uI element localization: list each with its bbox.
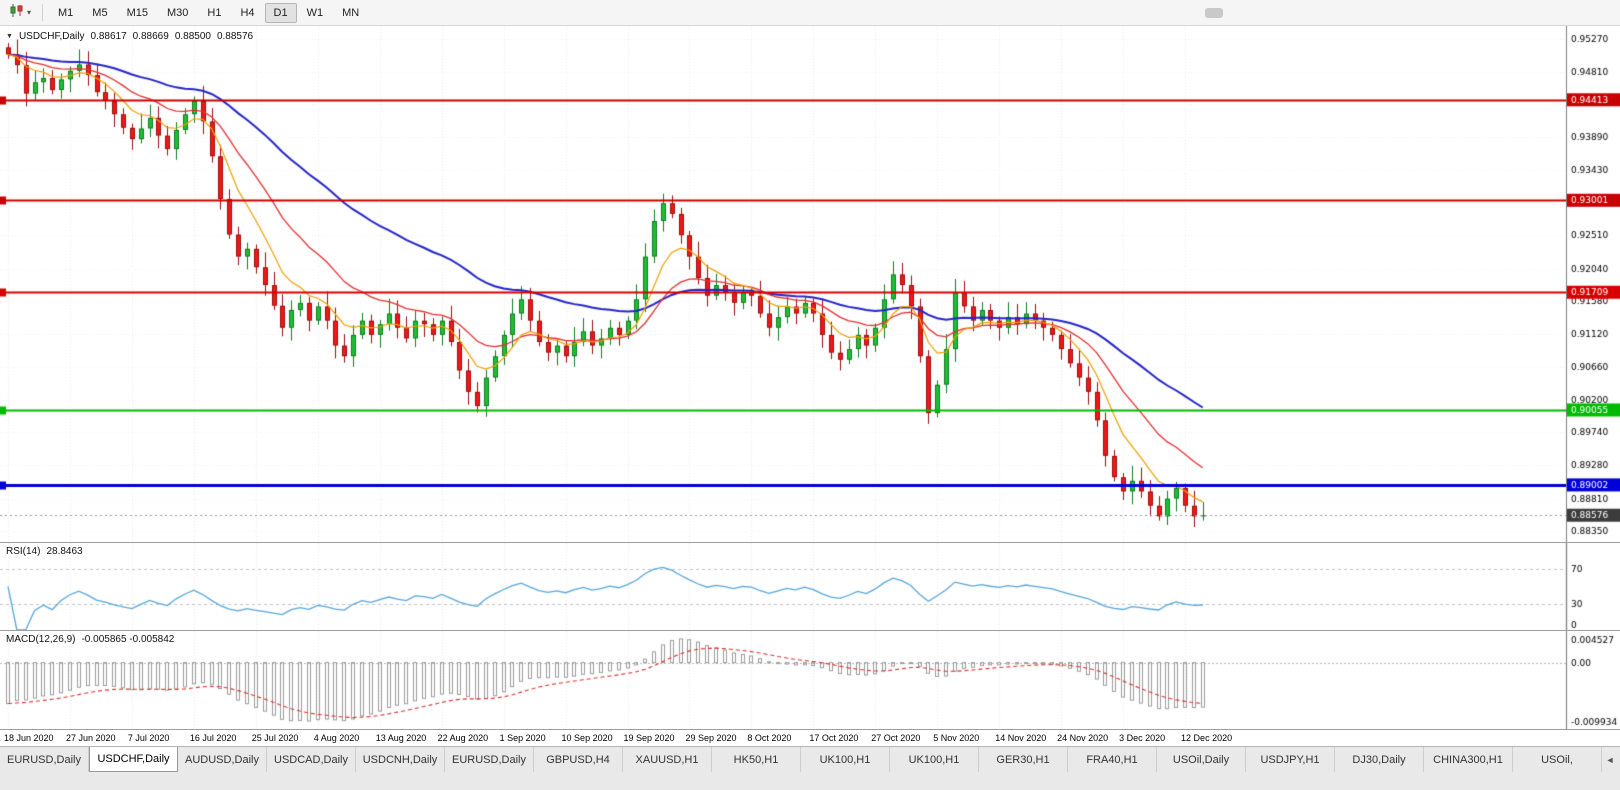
- chart-tab-usoil[interactable]: USOil,: [1513, 747, 1602, 772]
- rsi-value: 28.8463: [46, 546, 83, 557]
- date-label: 1 Sep 2020: [499, 733, 546, 743]
- timeframe-button-mn[interactable]: MN: [333, 3, 368, 23]
- chart-tab-eurusd-daily[interactable]: EURUSD,Daily: [445, 747, 534, 772]
- open-value: 0.88617: [90, 31, 127, 42]
- rsi-pane-canvas[interactable]: [0, 543, 1620, 630]
- date-label: 22 Aug 2020: [437, 733, 489, 743]
- chevron-down-icon: ▾: [27, 7, 32, 17]
- chart-header: ▼ USDCHF,Daily 0.88617 0.88669 0.88500 0…: [6, 31, 253, 42]
- chart-tab-bar: EURUSD,Daily USDCHF,Daily AUDUSD,Daily USDC…: [0, 746, 1620, 790]
- chart-tab-ger30-h1[interactable]: GER30,H1: [979, 747, 1068, 772]
- date-label: 18 Jun 2020: [4, 733, 54, 743]
- tab-scroll-left-button[interactable]: ◄: [1605, 754, 1615, 765]
- symbol-dropdown-icon[interactable]: ▼: [6, 33, 13, 40]
- date-label: 5 Nov 2020: [933, 733, 980, 743]
- chart-tab-fra40-h1[interactable]: FRA40,H1: [1068, 747, 1157, 772]
- rsi-label: RSI(14) 28.8463: [6, 546, 83, 557]
- pane-separator[interactable]: [0, 630, 1620, 631]
- date-label: 17 Oct 2020: [809, 733, 859, 743]
- timeframe-button-m30[interactable]: M30: [158, 3, 197, 23]
- chart-tab-usdcnh-daily[interactable]: USDCNH,Daily: [356, 747, 445, 772]
- chart-tab-dj30-daily[interactable]: DJ30,Daily: [1335, 747, 1424, 772]
- rsi-name: RSI(14): [6, 546, 41, 557]
- candlestick-chart-icon: [9, 3, 24, 22]
- timeframe-button-w1[interactable]: W1: [298, 3, 333, 23]
- date-label: 13 Aug 2020: [375, 733, 427, 743]
- timeframe-button-m1[interactable]: M1: [49, 3, 82, 23]
- chart-tab-hk50-h1[interactable]: HK50,H1: [712, 747, 801, 772]
- date-label: 25 Jul 2020: [251, 733, 299, 743]
- high-value: 0.88669: [132, 31, 169, 42]
- price-pane-canvas[interactable]: [0, 26, 1620, 542]
- date-label: 27 Jun 2020: [65, 733, 116, 743]
- date-axis: 18 Jun 2020 27 Jun 2020 7 Jul 2020 16 Jul 2…: [0, 730, 1620, 746]
- timeframe-buttons: M1 M5 M15 M30 H1 H4 D1 W1 MN: [49, 2, 368, 23]
- macd-name: MACD(12,26,9): [6, 634, 76, 645]
- chart-tab-usoil-daily[interactable]: USOil,Daily: [1157, 747, 1246, 772]
- timeframe-button-m5[interactable]: M5: [83, 3, 116, 23]
- chart-tab-uk100-h1[interactable]: UK100,H1: [801, 747, 890, 772]
- date-label: 7 Jul 2020: [127, 733, 170, 743]
- toolbar-separator: [42, 4, 44, 21]
- date-label: 8 Oct 2020: [747, 733, 792, 743]
- date-label: 16 Jul 2020: [189, 733, 237, 743]
- timeframe-button-h1[interactable]: H1: [198, 3, 230, 23]
- date-label: 3 Dec 2020: [1119, 733, 1166, 743]
- chart-tab-usdjpy-h1[interactable]: USDJPY,H1: [1246, 747, 1335, 772]
- date-label: 14 Nov 2020: [995, 733, 1047, 743]
- pane-separator[interactable]: [0, 542, 1620, 543]
- date-label: 10 Sep 2020: [561, 733, 613, 743]
- date-label: 4 Aug 2020: [313, 733, 360, 743]
- date-label: 19 Sep 2020: [623, 733, 675, 743]
- macd-label: MACD(12,26,9) -0.005865 -0.005842: [6, 634, 174, 645]
- pane-separator: [0, 729, 1620, 730]
- macd-pane-canvas[interactable]: [0, 631, 1620, 729]
- low-value: 0.88500: [174, 31, 211, 42]
- macd-values: -0.005865 -0.005842: [81, 634, 175, 645]
- chart-tab-usdcad-daily[interactable]: USDCAD,Daily: [267, 747, 356, 772]
- date-label: 24 Nov 2020: [1057, 733, 1109, 743]
- chart-tab-eurusd-daily[interactable]: EURUSD,Daily: [0, 747, 89, 772]
- date-label: 29 Sep 2020: [685, 733, 737, 743]
- chart-window: ▼ USDCHF,Daily 0.88617 0.88669 0.88500 0…: [0, 26, 1620, 746]
- chart-hscroll-thumb[interactable]: [1205, 8, 1223, 18]
- chart-tab-xauusd-h1[interactable]: XAUUSD,H1: [623, 747, 712, 772]
- close-value: 0.88576: [216, 31, 254, 42]
- timeframe-button-h4[interactable]: H4: [231, 3, 263, 23]
- chart-tab-usdchf-daily[interactable]: USDCHF,Daily: [89, 747, 178, 772]
- chart-tab-gbpusd-h4[interactable]: GBPUSD,H4: [534, 747, 623, 772]
- toolbar: ▾ M1 M5 M15 M30 H1 H4 D1 W1 MN: [0, 0, 1620, 26]
- chart-tab-audusd-daily[interactable]: AUDUSD,Daily: [178, 747, 267, 772]
- timeframe-button-d1[interactable]: D1: [264, 2, 297, 23]
- date-label: 12 Dec 2020: [1181, 733, 1233, 743]
- symbol-period-label: USDCHF,Daily: [18, 31, 85, 42]
- chart-tabs: EURUSD,Daily USDCHF,Daily AUDUSD,Daily USDC…: [0, 747, 1620, 772]
- chart-tab-china300-h1[interactable]: CHINA300,H1: [1424, 747, 1513, 772]
- chart-tab-uk100-h1[interactable]: UK100,H1: [890, 747, 979, 772]
- chart-type-button[interactable]: ▾: [4, 2, 36, 24]
- timeframe-button-m15[interactable]: M15: [118, 3, 157, 23]
- date-label: 27 Oct 2020: [871, 733, 921, 743]
